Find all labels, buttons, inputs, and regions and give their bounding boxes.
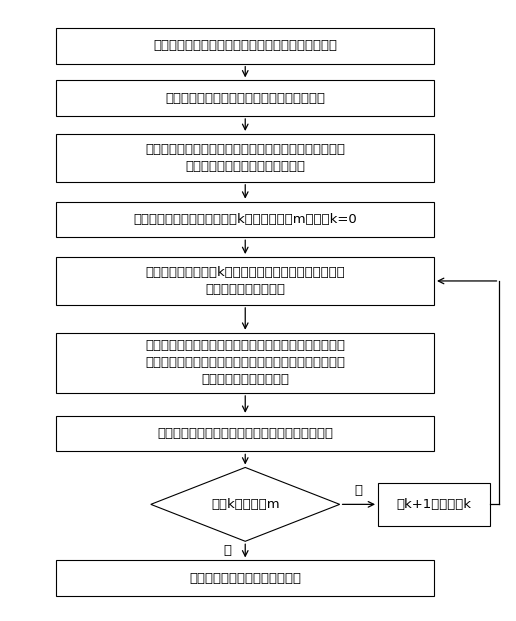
Text: 根据机器人关节的角速度计算出机器人关节的角度: 根据机器人关节的角速度计算出机器人关节的角度: [157, 427, 333, 440]
Polygon shape: [151, 468, 340, 542]
Bar: [56, 28, 434, 64]
Bar: [56, 560, 434, 596]
Bar: [56, 202, 434, 237]
Text: 设定圆弧轨迹的当前插补步数k和插补总步数m，并令k=0: 设定圆弧轨迹的当前插补步数k和插补总步数m，并令k=0: [133, 213, 357, 226]
Text: 否: 否: [355, 484, 363, 497]
Bar: [56, 333, 434, 393]
Bar: [56, 134, 434, 182]
Text: 判断k是否等于m: 判断k是否等于m: [211, 498, 280, 511]
Text: 求解得到插补圆的所在平面、圆心坐标和半径: 求解得到插补圆的所在平面、圆心坐标和半径: [165, 92, 325, 105]
Text: 是: 是: [223, 545, 231, 557]
Text: 根据转换关系，将机器人末端执行器在圆弧坐标系中的位
姿分速度转换到机器人坐标系下表示，并由位姿分速度计
算出机器人关节的角速度: 根据转换关系，将机器人末端执行器在圆弧坐标系中的位 姿分速度转换到机器人坐标系下…: [145, 339, 345, 386]
Text: 基于正弦曲线计算第k步插补时机器人末端执行器在圆弧
坐标系中的位姿分速度: 基于正弦曲线计算第k步插补时机器人末端执行器在圆弧 坐标系中的位姿分速度: [146, 266, 345, 296]
Text: 将k+1的值赋予k: 将k+1的值赋予k: [397, 498, 472, 511]
Bar: [378, 483, 490, 526]
Text: 选定不在同一直线的三个位置点并获取位置点的位姿: 选定不在同一直线的三个位置点并获取位置点的位姿: [153, 39, 337, 52]
Bar: [56, 257, 434, 305]
Text: 结束迭代，完成圆弧轨迹的规划: 结束迭代，完成圆弧轨迹的规划: [189, 572, 301, 585]
Bar: [56, 80, 434, 116]
Bar: [56, 415, 434, 451]
Text: 以插补圆的圆心为原点建立圆弧坐标系，并获取圆弧坐标
系和机器人坐标系之间的转换关系: 以插补圆的圆心为原点建立圆弧坐标系，并获取圆弧坐标 系和机器人坐标系之间的转换关…: [145, 143, 345, 173]
